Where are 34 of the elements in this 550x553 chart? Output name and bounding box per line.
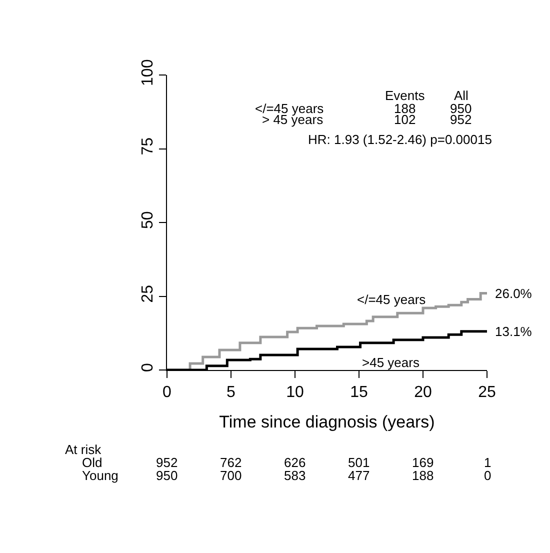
text: 188 [412,468,434,483]
text: 477 [348,468,370,483]
annotation: >45 years [362,355,420,370]
text: 1 [484,455,492,470]
y-tick-label: 75 [140,137,157,156]
x-tick-label: 10 [286,384,304,402]
y-tick-label: 100 [140,59,157,86]
text: 583 [284,468,306,483]
x-axis-title: Time since diagnosis (years) [219,412,435,432]
text: Young [82,468,118,483]
text: 626 [284,455,306,470]
y-tick-label: 50 [140,211,157,229]
x-tick-label: 5 [226,384,236,402]
text: 950 [156,468,178,483]
text: Old [82,455,102,470]
annotation: HR: 1.93 (1.52-2.46) p=0.00015 [308,132,492,147]
text: At risk [65,442,102,457]
y-tick-label: 25 [140,284,157,303]
text: 169 [412,455,434,470]
annotation: 26.0% [495,286,532,301]
text: 762 [220,455,242,470]
text: 700 [220,468,242,483]
x-tick-label: 15 [350,384,368,402]
x-tick-label: 0 [162,384,172,402]
text: 952 [156,455,178,470]
x-tick-label: 20 [414,384,432,402]
annotation: </=45 years [357,292,426,307]
annotation: Events [385,88,426,103]
text: 501 [348,455,370,470]
y-tick-label: 0 [140,363,157,372]
annotation: 13.1% [495,324,532,339]
text: 0 [484,468,492,483]
x-tick-label: 25 [478,384,496,402]
annotation: All [454,88,469,103]
